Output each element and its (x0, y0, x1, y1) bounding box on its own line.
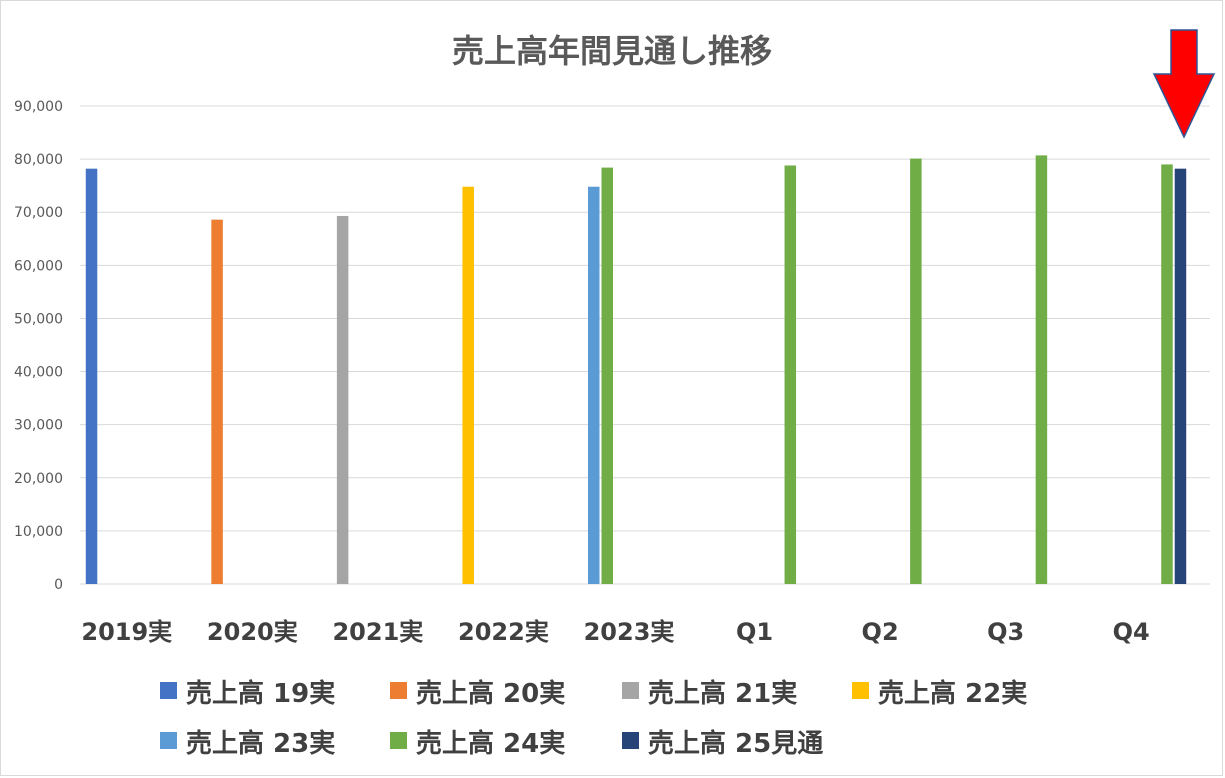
x-tick-label: Q3 (987, 618, 1024, 646)
y-axis-ticks: 0 10,000 20,000 30,000 40,000 50,000 60,000 70,… (14, 99, 63, 593)
x-tick-label: Q1 (736, 618, 773, 646)
y-tick-label: 50,000 (14, 311, 63, 327)
bar (910, 158, 922, 584)
legend-label: 売上高 19実 (186, 678, 335, 709)
bar (211, 219, 223, 584)
legend-swatch (390, 732, 407, 749)
x-tick-label: Q2 (862, 618, 899, 646)
legend-swatch (622, 682, 639, 699)
x-tick-label: 2019実 (81, 618, 172, 646)
legend-label: 売上高 24実 (416, 728, 565, 759)
y-tick-label: 90,000 (14, 99, 63, 115)
x-tick-label: 2020実 (207, 618, 298, 646)
legend-swatch (390, 682, 407, 699)
x-tick-label: Q4 (1113, 618, 1150, 646)
legend-swatch (160, 682, 177, 699)
x-axis-ticks: 2019実 2020実 2021実 2022実 2023実 Q1 Q2 Q3 Q4 (81, 618, 1149, 646)
bar (1161, 164, 1173, 584)
x-tick-label: 2023実 (584, 618, 675, 646)
legend-label: 売上高 21実 (648, 678, 797, 709)
bar (1035, 155, 1048, 585)
x-tick-label: 2022実 (458, 618, 549, 646)
legend-swatch (622, 732, 639, 749)
legend-label: 売上高 20実 (416, 678, 565, 709)
bar (85, 168, 98, 584)
legend-label: 売上高 23実 (186, 728, 335, 759)
arrow-down-icon (1152, 29, 1216, 139)
y-tick-label: 20,000 (14, 471, 63, 487)
bar (462, 186, 474, 584)
y-tick-label: 60,000 (14, 258, 63, 274)
bar (784, 165, 797, 585)
bar (336, 215, 349, 584)
y-tick-label: 10,000 (14, 524, 63, 540)
legend-label: 売上高 25見通 (648, 728, 823, 759)
bar (1174, 168, 1187, 584)
y-tick-label: 30,000 (14, 418, 63, 434)
arrow-down-icon-shape (1152, 29, 1216, 139)
legend-swatch (852, 682, 869, 699)
gridlines (80, 105, 1210, 585)
y-tick-label: 40,000 (14, 365, 63, 381)
x-tick-label: 2021実 (332, 618, 423, 646)
legend-label: 売上高 22実 (878, 678, 1027, 709)
chart-title: 売上高年間見通し推移 (452, 32, 772, 70)
y-tick-label: 70,000 (14, 205, 63, 221)
bar (601, 167, 613, 584)
legend-swatch (160, 732, 177, 749)
bar (588, 186, 600, 584)
bars (85, 155, 1187, 585)
y-tick-label: 80,000 (14, 152, 63, 168)
y-tick-label: 0 (54, 577, 63, 593)
